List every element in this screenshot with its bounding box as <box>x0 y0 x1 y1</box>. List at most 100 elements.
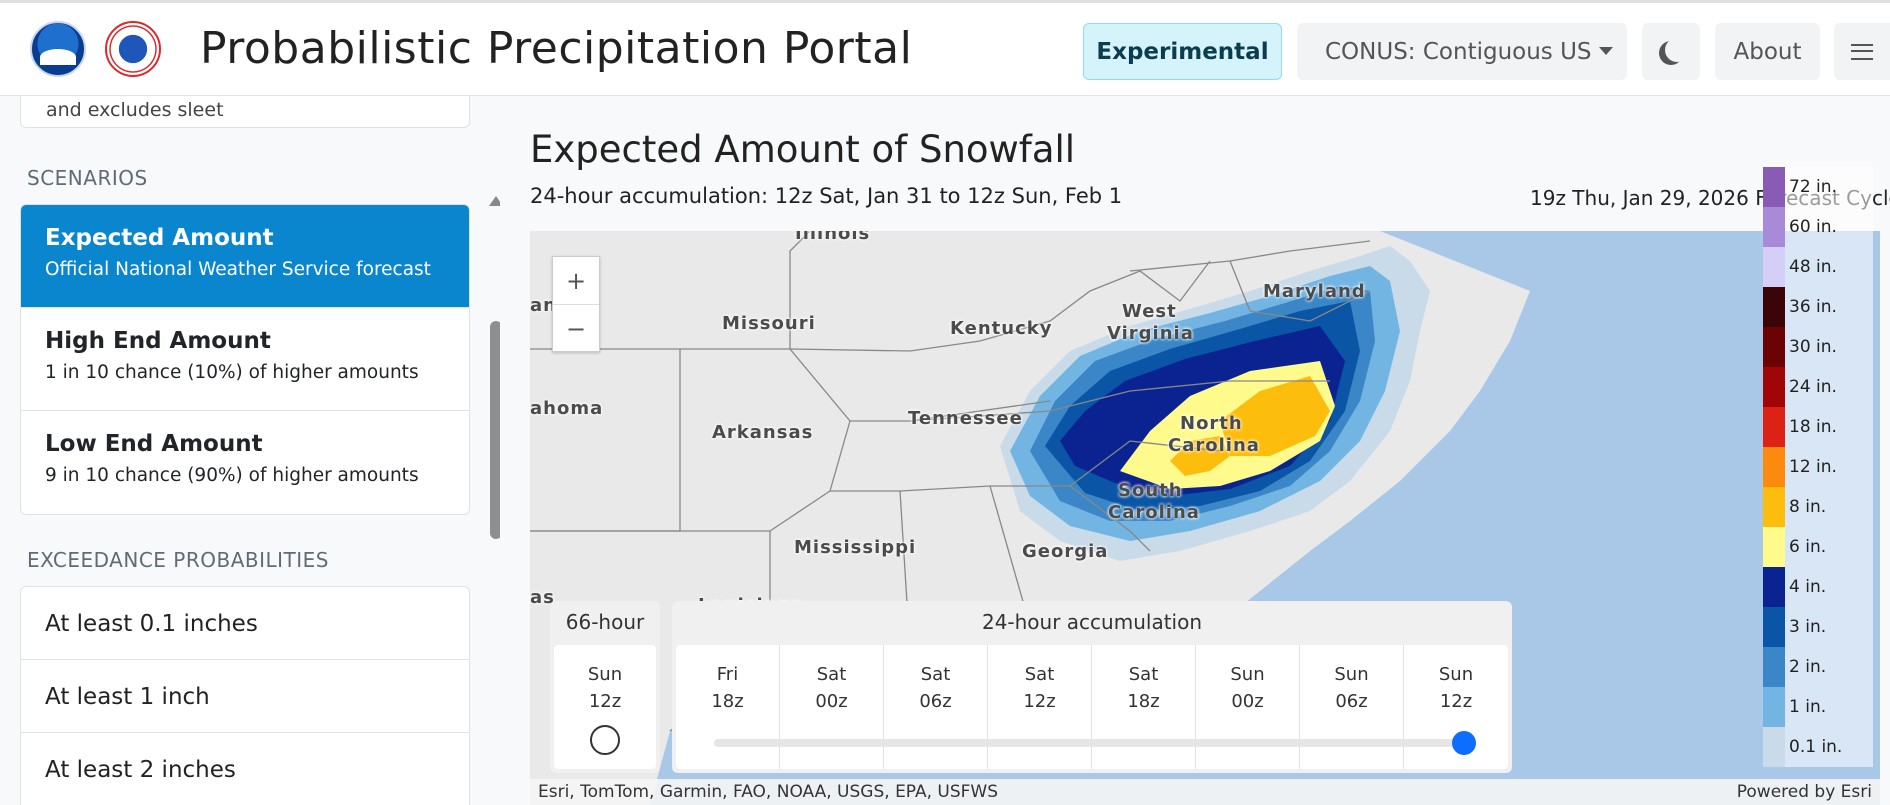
timeline-cell[interactable]: Sat 12z <box>988 645 1092 769</box>
legend-item: 6 in. <box>1763 527 1873 567</box>
legend-item: 2 in. <box>1763 647 1873 687</box>
hamburger-icon <box>1851 43 1873 60</box>
legend-item: 36 in. <box>1763 287 1873 327</box>
map-label-north-carolina-2: Carolina <box>1168 435 1260 456</box>
timeline-time: 12z <box>1023 691 1056 712</box>
map-label-illinois: Illinois <box>795 231 871 244</box>
app-header: Probabilistic Precipitation Portal Exper… <box>0 0 1890 96</box>
app-title: Probabilistic Precipitation Portal <box>200 23 913 74</box>
scenario-title: Expected Amount <box>45 225 274 251</box>
scenario-item-low-end[interactable]: Low End Amount 9 in 10 chance (90%) of h… <box>21 411 469 514</box>
timeline-total-cell[interactable]: Sun 12z <box>554 645 656 769</box>
timeline-accumulation-panel: 24-hour accumulation Sun 12z Sun 06z Sun 00z S… <box>672 601 1512 773</box>
accumulation-period: 24-hour accumulation: 12z Sat, Jan 31 to… <box>530 184 1123 208</box>
legend-label: 3 in. <box>1789 617 1827 637</box>
map-label-kentucky: Kentucky <box>950 318 1053 339</box>
nws-logo-icon[interactable] <box>105 21 161 77</box>
map-label-oklahoma: ahoma <box>530 398 604 419</box>
timeline-cell[interactable]: Fri 18z <box>676 645 780 769</box>
map-label-missouri: Missouri <box>722 313 816 334</box>
legend-item: 18 in. <box>1763 407 1873 447</box>
legend-item: 12 in. <box>1763 447 1873 487</box>
timeline-slider-track[interactable] <box>714 739 1464 747</box>
map-label-south-carolina: South <box>1118 480 1183 501</box>
legend-label: 36 in. <box>1789 297 1837 317</box>
timeline-cell[interactable]: Sun 00z <box>1196 645 1300 769</box>
theme-toggle-button[interactable] <box>1642 23 1700 80</box>
timeline-time: 00z <box>815 691 848 712</box>
about-button[interactable]: About <box>1715 23 1820 80</box>
scenario-item-expected[interactable]: Expected Amount Official National Weathe… <box>21 205 469 308</box>
timeline-cell[interactable]: Sun 12z <box>1404 645 1508 769</box>
timeline-time: 12z <box>588 691 622 712</box>
legend-label: 24 in. <box>1789 377 1837 397</box>
sidebar: and excludes sleet SCENARIOS Expected Am… <box>0 96 500 805</box>
map-label-tennessee: Tennessee <box>908 408 1023 429</box>
region-select[interactable]: CONUS: Contiguous US <box>1297 23 1627 80</box>
timeline-cell[interactable]: Sat 00z <box>780 645 884 769</box>
legend-item: 8 in. <box>1763 487 1873 527</box>
attribution-powered-by[interactable]: Powered by Esri <box>1736 782 1872 802</box>
timeline-cell[interactable]: Sat 18z <box>1092 645 1196 769</box>
map-attribution: Esri, TomTom, Garmin, FAO, NOAA, USGS, E… <box>530 779 1880 805</box>
timeline-cell[interactable]: Sun 06z <box>1300 645 1404 769</box>
snowfall-map[interactable]: Illinois Missouri Kentucky West Virginia… <box>530 231 1880 805</box>
timeline-total-panel: 66-hour Sun 12z <box>550 601 660 773</box>
legend-label: 30 in. <box>1789 337 1837 357</box>
legend-item: 30 in. <box>1763 327 1873 367</box>
legend-label: 6 in. <box>1789 537 1827 557</box>
timeline-day: Sat <box>1128 664 1159 685</box>
sidebar-scrollbar[interactable] <box>490 321 500 539</box>
timeline-day: Sun <box>1230 664 1265 685</box>
timeline-time: 06z <box>919 691 952 712</box>
legend-item: 3 in. <box>1763 607 1873 647</box>
legend-swatch <box>1763 687 1785 727</box>
timeline-total-label: Sun 12z <box>554 645 656 769</box>
map-label-north-carolina: North <box>1180 413 1243 434</box>
scroll-up-arrow-icon[interactable] <box>489 196 500 206</box>
page-title: Expected Amount of Snowfall <box>530 128 1076 171</box>
legend-label: 18 in. <box>1789 417 1837 437</box>
legend-item: 1 in. <box>1763 687 1873 727</box>
zoom-out-button[interactable]: − <box>565 315 587 343</box>
attribution-sources: Esri, TomTom, Garmin, FAO, NOAA, USGS, E… <box>538 782 999 802</box>
map-label-texas: as <box>530 587 555 608</box>
timeline-time: 18z <box>711 691 744 712</box>
noaa-logo-icon[interactable] <box>30 21 86 77</box>
legend-item: 24 in. <box>1763 367 1873 407</box>
timeline-day: Sun <box>1438 664 1474 685</box>
legend-swatch <box>1763 527 1785 567</box>
timeline-day: Sat <box>920 664 951 685</box>
timeline-time: 18z <box>1127 691 1160 712</box>
info-card: and excludes sleet <box>20 96 470 128</box>
legend-swatch <box>1763 287 1785 327</box>
legend-label: 1 in. <box>1789 697 1827 717</box>
legend-swatch <box>1763 447 1785 487</box>
timeline-slider-thumb[interactable] <box>1452 731 1476 755</box>
legend-swatch <box>1763 207 1785 247</box>
legend-swatch <box>1763 487 1785 527</box>
exceedance-item[interactable]: At least 0.1 inches <box>21 587 469 660</box>
legend-swatch <box>1763 247 1785 287</box>
timeline-total-radio[interactable] <box>590 725 620 755</box>
scenario-item-high-end[interactable]: High End Amount 1 in 10 chance (10%) of … <box>21 308 469 411</box>
legend-label: 72 in. <box>1789 177 1837 197</box>
legend-label: 2 in. <box>1789 657 1827 677</box>
map-label-maryland: Maryland <box>1263 281 1366 302</box>
zoom-in-button[interactable]: + <box>553 257 599 305</box>
scenario-list: Expected Amount Official National Weathe… <box>20 204 470 515</box>
legend-swatch <box>1763 727 1785 767</box>
menu-button[interactable] <box>1834 23 1890 80</box>
legend-swatch <box>1763 647 1785 687</box>
legend-swatch <box>1763 567 1785 607</box>
legend-item: 0.1 in. <box>1763 727 1873 767</box>
exceedance-item[interactable]: At least 1 inch <box>21 660 469 733</box>
legend-item: 72 in. <box>1763 167 1873 207</box>
experimental-badge[interactable]: Experimental <box>1083 23 1282 80</box>
timeline-day: Fri <box>716 664 739 685</box>
exceedance-list: At least 0.1 inches At least 1 inch At l… <box>20 586 470 805</box>
exceedance-item[interactable]: At least 2 inches <box>21 733 469 805</box>
timeline-time: 00z <box>1231 691 1264 712</box>
timeline-cell[interactable]: Sat 06z <box>884 645 988 769</box>
timeline-day: Sat <box>816 664 847 685</box>
